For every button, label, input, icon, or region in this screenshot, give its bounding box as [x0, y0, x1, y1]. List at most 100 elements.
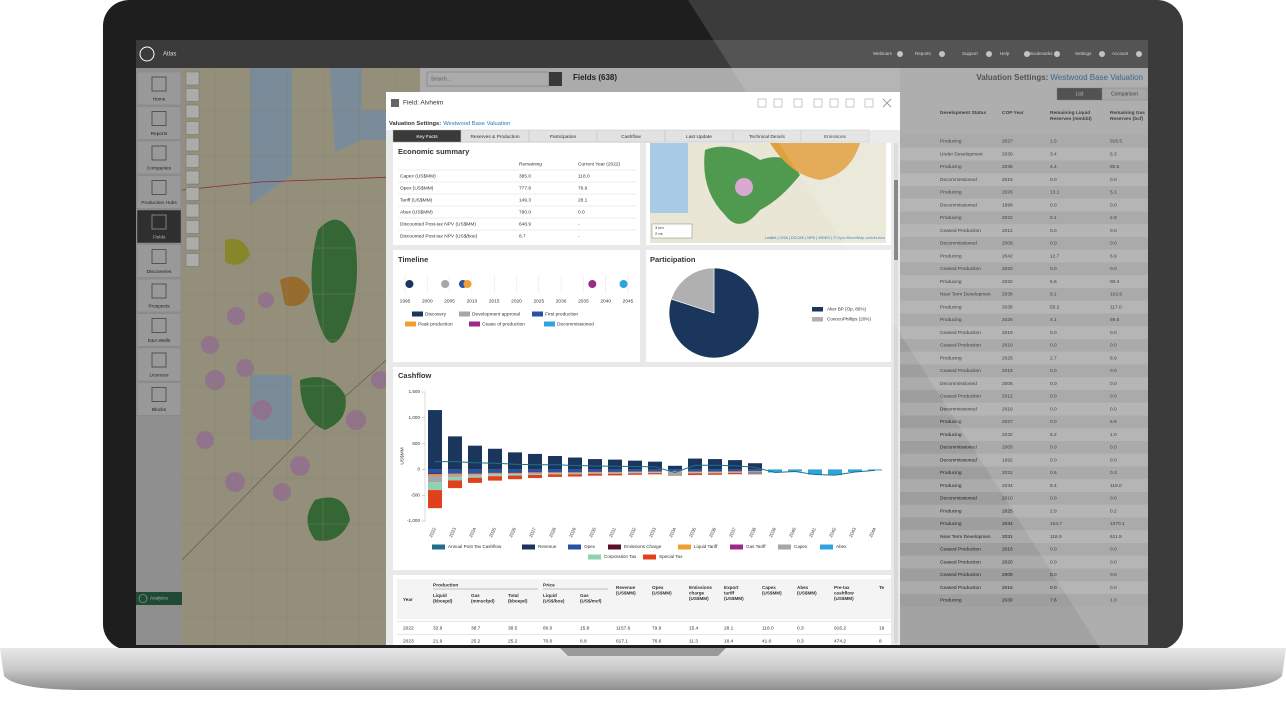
table-row[interactable]	[900, 173, 1148, 186]
menu-icon	[939, 51, 945, 57]
table-cell: 11.3	[689, 638, 698, 644]
map-tool[interactable]	[185, 220, 200, 234]
table-row[interactable]	[900, 313, 1148, 327]
column-header: COP Year	[1002, 110, 1024, 116]
table-cell: 0.0	[1050, 177, 1057, 183]
table-cell: Ceased Production	[940, 368, 981, 374]
table-row[interactable]	[900, 517, 1148, 531]
table-row[interactable]	[900, 415, 1148, 429]
table-row[interactable]	[900, 581, 1148, 594]
sidebar-item[interactable]	[136, 175, 182, 209]
view-button[interactable]	[1101, 87, 1148, 101]
table-row[interactable]	[900, 300, 1148, 314]
table-cell: 70.0	[543, 638, 553, 644]
map-tool[interactable]	[185, 137, 200, 152]
table-row[interactable]	[900, 224, 1148, 237]
column-header: Abex (US$MM)	[797, 585, 817, 596]
table-row[interactable]	[900, 326, 1148, 339]
tab[interactable]	[800, 129, 870, 143]
sidebar-item[interactable]	[136, 347, 182, 382]
bar-segment	[568, 472, 582, 474]
table-row[interactable]	[900, 351, 1148, 365]
header-icon[interactable]	[793, 98, 803, 108]
table-cell: 25.2	[471, 638, 481, 644]
table-row[interactable]	[900, 377, 1148, 390]
header-icon[interactable]	[864, 98, 874, 108]
header-icon[interactable]	[845, 98, 855, 108]
bar-segment	[588, 469, 602, 472]
table-row[interactable]	[900, 492, 1148, 505]
table-row[interactable]	[900, 568, 1148, 582]
map-tool[interactable]	[185, 154, 200, 168]
table-row[interactable]	[900, 543, 1148, 556]
left-map	[181, 68, 421, 645]
header-icon[interactable]	[773, 98, 783, 108]
table-row[interactable]	[900, 364, 1148, 378]
y-tick-label: -500	[411, 492, 421, 497]
header-icon[interactable]	[829, 98, 839, 108]
bar-segment	[548, 472, 562, 473]
table-row[interactable]	[900, 466, 1148, 480]
sidebar-item[interactable]	[136, 106, 182, 140]
table-row[interactable]	[900, 237, 1148, 250]
table-row[interactable]	[900, 428, 1148, 441]
table-row[interactable]	[900, 594, 1148, 607]
table-row[interactable]	[900, 275, 1148, 288]
table-row[interactable]	[900, 504, 1148, 518]
table-cell: 8.1	[1050, 292, 1057, 298]
map-tool[interactable]	[185, 253, 200, 267]
legend-swatch	[522, 544, 535, 550]
table-cell: 2034	[1002, 483, 1013, 489]
scrollbar-thumb[interactable]	[894, 180, 898, 260]
table-row[interactable]	[900, 530, 1148, 543]
table-row[interactable]	[900, 441, 1148, 454]
table-row[interactable]	[900, 390, 1148, 403]
legend-label: Opex	[584, 544, 596, 549]
table-row[interactable]	[900, 339, 1148, 352]
map-tool[interactable]	[185, 203, 200, 218]
table-cell: Decommissioned	[940, 406, 977, 412]
map-tool[interactable]	[185, 104, 200, 119]
sidebar-icon	[151, 283, 167, 299]
valuation-name: Westwood Base Valuation	[443, 121, 510, 127]
sidebar-item[interactable]	[136, 71, 182, 106]
table-cell: 28.1	[578, 197, 588, 203]
scrollbar	[894, 143, 898, 643]
sidebar-item[interactable]	[136, 209, 182, 244]
table-row[interactable]	[900, 186, 1148, 199]
table-row[interactable]	[900, 198, 1148, 212]
sidebar-item[interactable]	[136, 244, 182, 278]
table-row[interactable]	[900, 479, 1148, 492]
search-button[interactable]	[549, 72, 562, 86]
table-row[interactable]	[900, 555, 1148, 569]
header-icon[interactable]	[813, 98, 823, 108]
top-menu-item: Support	[962, 51, 979, 56]
sidebar-item[interactable]	[136, 313, 182, 347]
cashflow-line	[435, 461, 876, 476]
table-row[interactable]	[900, 147, 1148, 161]
map-tool[interactable]	[185, 236, 200, 251]
panel-title: Cashflow	[398, 371, 432, 380]
table-row[interactable]	[900, 453, 1148, 467]
table-cell: 2027	[1002, 139, 1013, 145]
map-tool[interactable]	[185, 71, 200, 86]
table-row[interactable]	[900, 262, 1148, 276]
table-row[interactable]	[900, 402, 1148, 416]
header-icon[interactable]	[757, 98, 767, 108]
map-tool[interactable]	[185, 121, 200, 135]
sidebar-item[interactable]	[136, 278, 182, 313]
map-tool[interactable]	[185, 170, 200, 185]
map-tool[interactable]	[185, 187, 200, 201]
table-cell: 2038	[1002, 164, 1013, 170]
sidebar-item[interactable]	[136, 140, 182, 175]
table-cell: 2020	[1002, 559, 1013, 565]
map-tool[interactable]	[185, 88, 200, 102]
close-icon[interactable]	[882, 98, 892, 108]
table-row[interactable]	[900, 160, 1148, 174]
table-row[interactable]	[900, 249, 1148, 263]
table-row[interactable]	[900, 211, 1148, 225]
sidebar-item[interactable]	[136, 382, 182, 416]
table-row[interactable]	[900, 135, 1148, 148]
sidebar-icon	[151, 145, 167, 161]
table-row[interactable]	[900, 288, 1148, 301]
